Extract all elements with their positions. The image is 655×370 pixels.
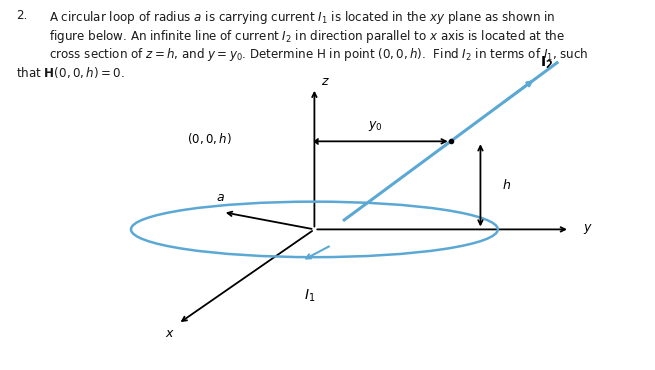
Text: 2.: 2. [16, 9, 28, 22]
Text: $\mathbf{I_2}$: $\mathbf{I_2}$ [540, 54, 553, 71]
Text: $h$: $h$ [502, 178, 511, 192]
Text: $y$: $y$ [583, 222, 593, 236]
Text: $z$: $z$ [321, 75, 329, 88]
Text: that $\mathbf{H}(0,0,h){=}0$.: that $\mathbf{H}(0,0,h){=}0$. [16, 65, 125, 80]
Text: cross section of $z=h$, and $y=y_0$. Determine H in point $(0,0,h)$.  Find $I_2$: cross section of $z=h$, and $y=y_0$. Det… [49, 46, 589, 63]
Text: figure below. An infinite line of current $I_2$ in direction parallel to $x$ axi: figure below. An infinite line of curren… [49, 28, 565, 45]
Text: $y_0$: $y_0$ [368, 119, 383, 132]
Text: $a$: $a$ [216, 191, 225, 205]
Text: $x$: $x$ [165, 327, 176, 340]
Text: $(0,0,h)$: $(0,0,h)$ [187, 131, 231, 146]
Text: $I_1$: $I_1$ [305, 287, 316, 304]
Text: A circular loop of radius $a$ is carrying current $I_1$ is located in the $xy$ p: A circular loop of radius $a$ is carryin… [49, 9, 555, 26]
